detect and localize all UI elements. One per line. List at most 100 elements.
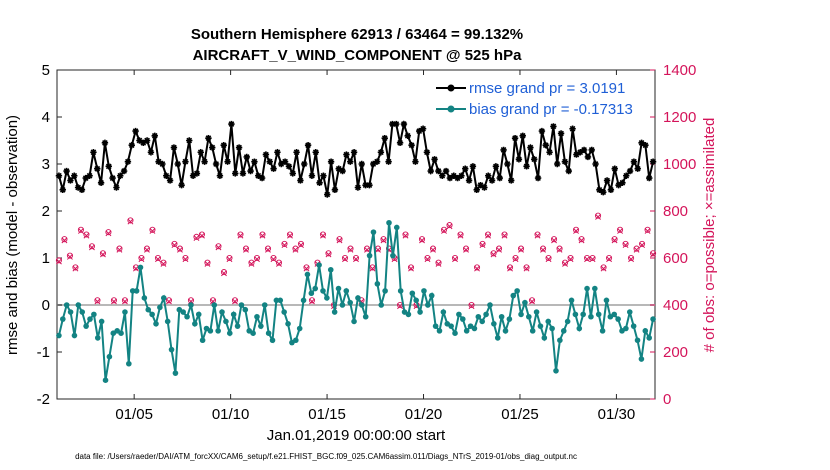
bias-point (370, 229, 377, 235)
obs-possible-marker (462, 245, 470, 252)
obs-assimilated-marker (606, 256, 613, 263)
obs-assimilated-marker (650, 251, 657, 258)
obs-possible-marker (573, 226, 580, 233)
obs-assimilated-marker (336, 237, 343, 244)
bias-point (630, 323, 637, 329)
bias-point (226, 330, 233, 337)
rmse-point (166, 177, 174, 184)
obs-possible-marker (193, 233, 200, 240)
obs-possible-marker (622, 240, 629, 247)
rmse-point (550, 123, 557, 130)
rmse-point (473, 186, 480, 194)
rmse-point (477, 181, 484, 189)
obs-possible-marker (595, 212, 602, 219)
obs-assimilated-marker (259, 232, 266, 239)
x-tick-label: 01/25 (501, 406, 539, 423)
rmse-point (462, 165, 469, 172)
obs-assimilated-marker (441, 228, 447, 234)
bias-point (347, 299, 353, 306)
rmse-point (255, 172, 262, 179)
obs-assimilated-marker (94, 298, 101, 305)
obs-assimilated-marker (457, 232, 464, 239)
obs-assimilated-marker (584, 256, 591, 263)
bias-point (382, 288, 388, 294)
obs-possible-marker (66, 252, 73, 259)
rmse-point (274, 149, 281, 156)
obs-assimilated-marker (154, 256, 161, 263)
bias-point (374, 281, 381, 287)
bias-point (207, 328, 214, 334)
obs-possible-marker (490, 250, 497, 257)
obs-assimilated-marker (468, 303, 475, 310)
rmse-point (301, 160, 308, 168)
bias-point (576, 325, 583, 332)
rmse-point (82, 174, 89, 182)
obs-possible-marker (407, 264, 415, 271)
bias-point (296, 325, 303, 332)
rmse-point (278, 160, 285, 168)
obs-assimilated-marker (292, 246, 299, 253)
rmse-point (446, 174, 454, 182)
bias-point (160, 295, 167, 301)
obs-possible-marker (116, 245, 123, 252)
bias-point (440, 309, 447, 315)
rmse-point (366, 181, 373, 189)
legend-box (429, 75, 643, 121)
obs-possible-marker (319, 231, 327, 238)
bias-point (238, 302, 245, 308)
obs-possible-marker (171, 240, 178, 247)
obs-possible-marker (644, 226, 651, 233)
bias-point (122, 309, 128, 315)
bias-point (56, 332, 62, 339)
bias-point (273, 297, 280, 304)
bias-point (215, 328, 221, 334)
obs-assimilated-marker (270, 256, 277, 263)
rmse-point (439, 172, 446, 179)
obs-assimilated-marker (551, 237, 558, 244)
x-tick-label: 01/05 (115, 406, 153, 423)
rmse-point (557, 130, 565, 137)
rmse-point (393, 120, 400, 128)
rmse-point (243, 153, 250, 161)
obs-possible-marker (606, 254, 613, 262)
bias-point (592, 285, 598, 292)
bias-point (180, 309, 186, 315)
obs-assimilated-marker (578, 237, 585, 244)
obs-assimilated-marker (55, 258, 62, 265)
rmse-point (634, 165, 641, 172)
bias-point (102, 377, 109, 384)
rmse-point (270, 165, 277, 172)
rmse-point (561, 158, 569, 165)
bias-point (91, 311, 97, 318)
bias-point (149, 311, 155, 318)
rmse-point (109, 174, 116, 182)
rmse-point (546, 149, 553, 156)
obs-possible-marker (281, 240, 288, 247)
obs-possible-marker (165, 297, 173, 304)
rmse-point (619, 179, 626, 186)
obs-possible-marker (270, 254, 277, 262)
obs-possible-marker (534, 231, 541, 238)
rmse-point (186, 137, 193, 144)
bias-series (56, 219, 656, 384)
rmse-point (485, 172, 492, 179)
obs-assimilated-marker (353, 256, 359, 263)
obs-assimilated-marker (221, 270, 227, 277)
obs-assimilated-marker (529, 298, 535, 305)
bias-point (258, 323, 264, 329)
bias-point (79, 309, 86, 315)
obs-possible-marker (512, 254, 519, 262)
rmse-point (140, 139, 147, 147)
rmse-line (57, 120, 655, 195)
rmse-point (197, 149, 204, 156)
obs-assimilated-marker (347, 246, 354, 253)
y-right-tick-label: 0 (663, 391, 671, 408)
rmse-point (427, 167, 434, 175)
bias-point (153, 321, 159, 327)
y-right-tick-label: 400 (663, 297, 688, 314)
obs-assimilated-marker (474, 265, 480, 272)
obs-assimilated-marker (226, 256, 233, 263)
rmse-point (511, 134, 519, 142)
obs-assimilated-marker (628, 256, 635, 263)
